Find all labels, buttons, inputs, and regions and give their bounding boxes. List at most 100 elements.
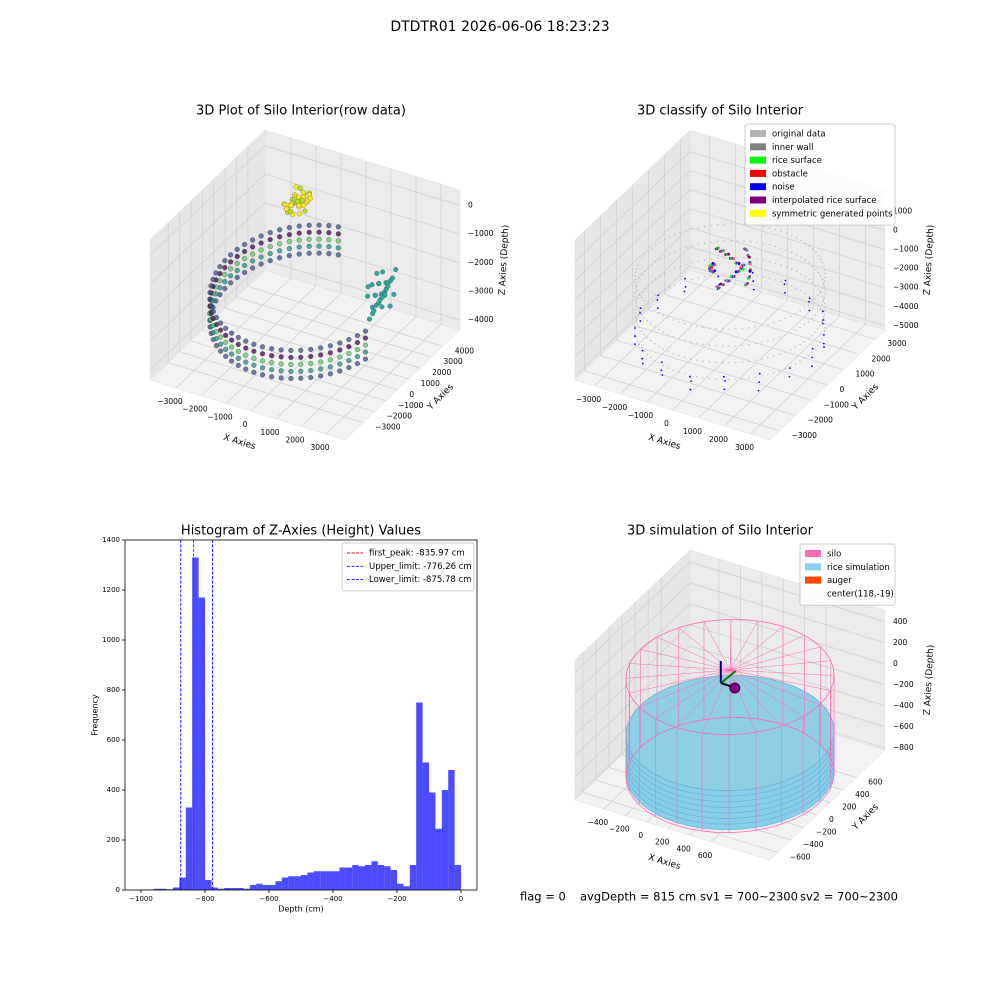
point <box>223 339 229 345</box>
y-tick-label: −1000 <box>398 401 424 410</box>
point <box>259 351 266 357</box>
point <box>635 268 638 270</box>
point <box>346 351 352 357</box>
legend-patch <box>750 209 766 217</box>
grid-line <box>574 645 691 757</box>
legend-frame <box>341 542 475 592</box>
point <box>736 273 739 276</box>
point <box>811 317 813 320</box>
point <box>773 372 775 374</box>
point <box>824 276 826 278</box>
y-tick-label: 0 <box>409 390 414 399</box>
point <box>778 370 781 372</box>
point <box>800 290 802 292</box>
point <box>736 240 739 242</box>
point <box>663 238 666 241</box>
point <box>824 310 826 312</box>
point <box>362 349 368 355</box>
point <box>804 242 807 244</box>
point <box>747 255 751 259</box>
point <box>362 328 368 334</box>
point <box>800 273 802 275</box>
point <box>300 202 307 208</box>
point <box>326 230 332 236</box>
grid-line <box>168 362 364 423</box>
point <box>207 289 213 296</box>
x-tick-label: 3000 <box>735 443 754 452</box>
point <box>634 279 636 281</box>
point <box>243 338 249 344</box>
legend-label: silo <box>827 550 841 560</box>
point <box>708 344 711 346</box>
point <box>749 257 752 260</box>
point <box>760 341 763 344</box>
point <box>715 328 717 330</box>
point <box>807 321 810 323</box>
point <box>723 223 725 225</box>
point <box>298 354 304 360</box>
grid-line <box>584 370 780 432</box>
point <box>327 350 333 356</box>
point <box>218 320 224 326</box>
point <box>284 206 290 212</box>
point <box>644 270 646 273</box>
point <box>242 241 248 248</box>
point <box>823 285 826 288</box>
point <box>823 280 826 282</box>
point <box>736 223 739 225</box>
point <box>778 319 781 322</box>
point <box>217 264 223 270</box>
point <box>674 284 676 286</box>
point <box>812 248 814 250</box>
bar <box>345 867 353 890</box>
point <box>788 375 791 378</box>
point <box>785 232 788 234</box>
point <box>784 279 787 282</box>
bar <box>435 828 442 890</box>
y-tick-label: −200 <box>816 828 837 837</box>
point <box>799 343 801 346</box>
point <box>728 345 730 347</box>
point <box>258 261 264 267</box>
point <box>634 271 637 274</box>
point <box>306 229 312 235</box>
point <box>641 274 643 276</box>
point <box>308 374 314 381</box>
bar <box>243 888 250 890</box>
point <box>814 348 816 350</box>
point <box>807 304 810 306</box>
point <box>674 267 676 270</box>
point <box>715 344 717 347</box>
point <box>728 328 730 330</box>
point <box>678 354 680 357</box>
point <box>812 282 814 284</box>
point <box>259 372 266 378</box>
point <box>767 373 769 376</box>
y-tick-label: 1000 <box>421 379 440 388</box>
point <box>767 340 769 342</box>
point <box>286 253 292 259</box>
point <box>258 247 264 253</box>
point <box>729 275 733 279</box>
point <box>638 326 641 329</box>
point <box>811 365 813 368</box>
grid-line <box>264 259 461 321</box>
bar <box>249 885 257 890</box>
point <box>737 262 741 265</box>
point <box>229 337 235 343</box>
point <box>278 368 284 374</box>
point <box>228 266 234 272</box>
point <box>362 335 368 341</box>
point <box>298 361 304 367</box>
point <box>819 292 822 294</box>
point <box>354 333 360 339</box>
grid-line <box>149 259 266 371</box>
grid-line <box>664 294 860 355</box>
point <box>647 284 649 286</box>
y-axis-label: Frequency <box>91 694 100 736</box>
point <box>650 297 653 300</box>
legend-label: noise <box>772 183 795 193</box>
point <box>634 305 637 307</box>
point <box>243 345 249 351</box>
point <box>641 290 643 293</box>
